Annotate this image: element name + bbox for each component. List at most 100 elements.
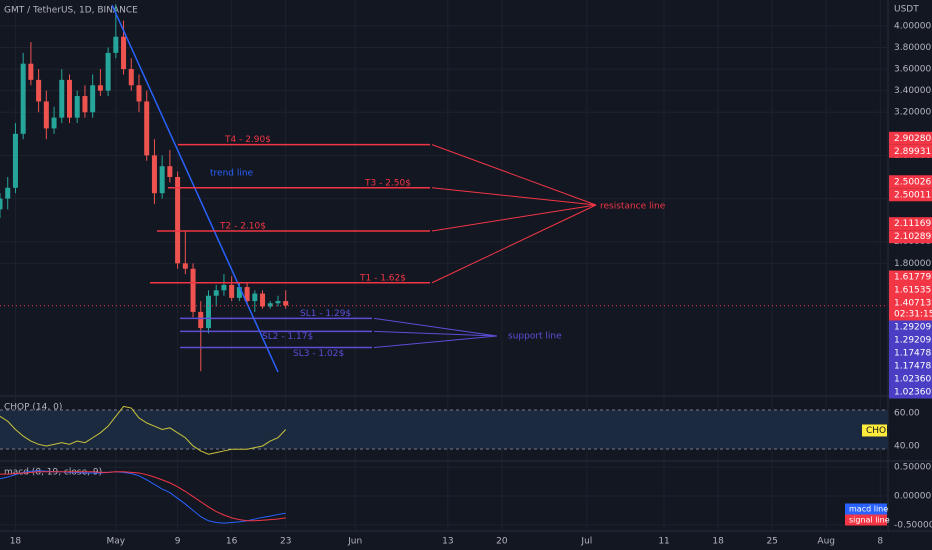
- price-tag-label: 2.89931: [894, 147, 931, 157]
- price-tag: [889, 131, 932, 145]
- resistance-arrow: [431, 187, 597, 206]
- x-tick-label: 16: [226, 537, 238, 547]
- y-tick-label: 3.80000: [894, 43, 931, 53]
- support-arrow: [373, 335, 498, 349]
- candle-body: [12, 133, 18, 188]
- price-tag: [889, 283, 932, 297]
- x-tick-label: 20: [496, 537, 508, 547]
- candle-body: [244, 287, 250, 302]
- y-tick-label: 1.80000: [894, 259, 931, 269]
- level-label: SL2 - 1.17$: [262, 332, 313, 342]
- price-tag: [889, 270, 932, 284]
- axis-unit: USDT: [894, 5, 919, 15]
- x-tick-label: 18: [10, 537, 22, 547]
- level-label: T2 - 2.10$: [219, 221, 266, 231]
- candle-body: [144, 101, 150, 156]
- x-tick-label: 11: [658, 537, 669, 547]
- price-tag: [889, 188, 932, 202]
- value-tag: [862, 424, 887, 437]
- candle-body: [113, 36, 119, 53]
- candle-body: [0, 198, 3, 210]
- candle-body: [20, 63, 26, 134]
- price-tag-label: 2.50026: [894, 177, 931, 187]
- candle-body: [267, 303, 273, 307]
- candle-body: [283, 301, 289, 306]
- candle-body: [198, 311, 204, 329]
- y-tick-label: 60.00: [894, 408, 920, 418]
- price-tag: [889, 333, 932, 347]
- candle-body: [121, 36, 127, 70]
- price-tag-label: 1.61779: [894, 272, 931, 282]
- level-label: SL3 - 1.02$: [293, 349, 344, 359]
- chop-band: [0, 410, 888, 449]
- indicator-line: [0, 471, 286, 522]
- x-tick-label: Aug: [817, 537, 835, 547]
- resistance-label: resistance line: [600, 202, 666, 212]
- trend-label: trend line: [210, 169, 254, 179]
- level-label: T3 - 2.50$: [364, 178, 411, 188]
- candle-body: [159, 166, 165, 194]
- level-label: T1 - 1.62$: [359, 273, 406, 283]
- candle-body: [59, 79, 65, 118]
- candle-body: [229, 284, 235, 298]
- price-tag: [889, 359, 932, 373]
- resistance-arrow: [431, 204, 597, 232]
- x-tick-label: 8: [877, 537, 883, 547]
- candle-body: [43, 101, 49, 129]
- support-arrow: [373, 317, 498, 337]
- legend-swatch: [845, 514, 887, 526]
- price-tag-label: 1.61535: [894, 285, 931, 295]
- candle-body: [28, 63, 34, 80]
- price-tag: [889, 346, 932, 360]
- price-tag-label: 1.29209: [894, 335, 931, 345]
- legend-entry: macd line: [849, 505, 888, 514]
- price-tag: [889, 217, 932, 231]
- level-label: SL1 - 1.29$: [300, 309, 351, 319]
- x-tick-label: Jun: [347, 537, 362, 547]
- price-tag-label: 1.17478: [894, 348, 931, 358]
- resistance-arrow: [431, 144, 597, 206]
- candle-body: [205, 295, 211, 329]
- x-tick-label: 18: [712, 537, 724, 547]
- pane-title: macd (8, 19, close, 9): [4, 468, 102, 478]
- price-tag: [889, 230, 932, 244]
- x-tick-label: Jul: [580, 537, 592, 547]
- price-tag-label: 1.40713: [894, 298, 931, 308]
- candle-body: [90, 85, 96, 113]
- support-arrow: [373, 330, 498, 337]
- legend-entry: CHOP: [866, 426, 892, 436]
- y-tick-label: 3.20000: [894, 108, 931, 118]
- candle-body: [167, 166, 173, 177]
- x-tick-label: May: [107, 537, 126, 547]
- price-tag-label: 1.02360: [894, 387, 931, 397]
- y-tick-label: 40.00: [894, 441, 920, 451]
- candle-body: [5, 187, 11, 199]
- candle-body: [51, 117, 57, 129]
- price-tag: [889, 144, 932, 158]
- price-tag: [889, 320, 932, 334]
- support-label: support line: [508, 332, 562, 342]
- price-tag-label: 2.11169: [894, 219, 931, 229]
- legend-entry: signal line: [849, 516, 890, 525]
- candle-body: [66, 79, 72, 118]
- candle-body: [74, 96, 80, 118]
- candle-body: [128, 69, 134, 86]
- y-tick-label: 0.00000: [894, 492, 931, 502]
- candle-body: [213, 290, 219, 296]
- price-tag-label: 2.50011: [894, 190, 931, 200]
- price-tag: [889, 385, 932, 399]
- candle-body: [105, 52, 111, 91]
- candle-body: [175, 176, 181, 264]
- price-tag-label: 2.90280: [894, 134, 931, 144]
- x-tick-label: 9: [175, 537, 181, 547]
- price-tag-label: 1.17478: [894, 361, 931, 371]
- level-label: T4 - 2.90$: [224, 135, 271, 145]
- indicator-line: [0, 405, 287, 455]
- price-tag: [889, 175, 932, 189]
- legend-swatch: [845, 503, 887, 515]
- price-tag: [889, 296, 932, 321]
- x-tick-label: 13: [442, 537, 453, 547]
- candle-body: [97, 85, 103, 91]
